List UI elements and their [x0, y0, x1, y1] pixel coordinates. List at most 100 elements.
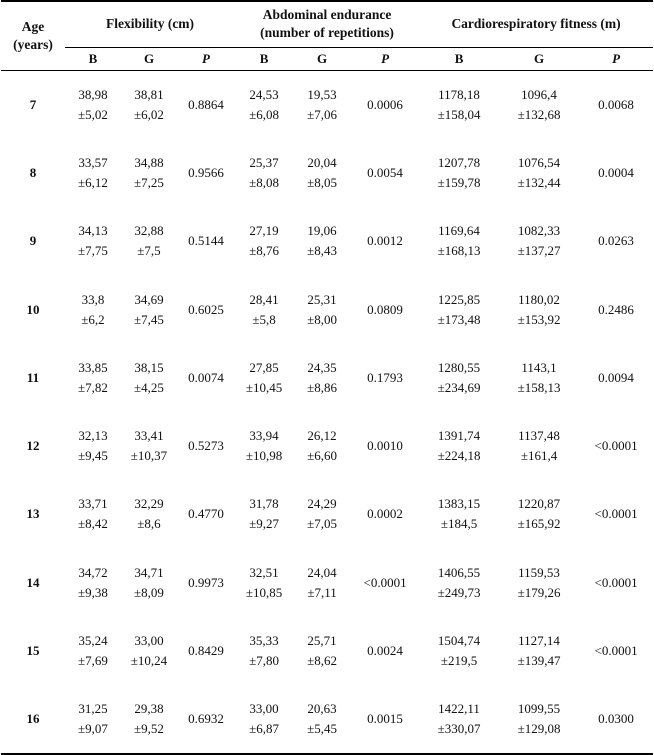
cardio-g-cell: 1143,1 ±158,13 [499, 344, 579, 412]
flex-g-cell-sd: ±7,45 [134, 311, 164, 327]
cardio-b-cell-sd: ±219,5 [440, 653, 478, 669]
abd-p-cell: 0.0024 [367, 643, 403, 659]
flex-p-cell: 0.9566 [188, 164, 224, 180]
abd-g-cell-sd: ±6,60 [307, 448, 337, 464]
flex-b-cell-mean: 38,98 [78, 86, 108, 102]
flex-p-header: P [177, 47, 236, 71]
header-row-groups: Age (years) Flexibility (cm) Abdominal e… [1, 0, 654, 71]
cardio-b-cell-sd: ±168,13 [437, 243, 481, 259]
cardio-p-cell: 0.2486 [598, 301, 634, 317]
abd-b-cell-mean: 35,33 [249, 633, 279, 649]
flex-g-cell-mean: 32,29 [134, 496, 164, 512]
abd-g-cell: 19,53 ±7,06 [293, 70, 351, 139]
abd-g-cell-sd: ±7,06 [307, 106, 337, 122]
cardio-g-cell: 1076,54 ±132,44 [499, 139, 579, 207]
abd-g-cell: 19,06 ±8,43 [293, 207, 351, 275]
abd-g-header: G [293, 47, 352, 71]
abd-g-cell-mean: 19,53 [307, 86, 337, 102]
cardio-b-cell: 1504,74 ±219,5 [419, 617, 499, 685]
cardio-g-cell-mean: 1076,54 [517, 154, 561, 170]
flex-p-cell: 0.9973 [188, 574, 224, 590]
flex-b-cell-mean: 33,57 [78, 154, 108, 170]
abd-p-cell: 0.0012 [367, 233, 403, 249]
table-row: 14 34,72 ±9,38 34,71 ±8,09 0.9973 32,51 ±10,85 2… [1, 549, 653, 617]
age-cell: 15 [26, 643, 40, 659]
cardio-g-cell: 1082,33 ±137,27 [499, 207, 579, 275]
abdominal-subtitle: (number of repetitions) [260, 25, 394, 41]
cardio-g-cell: 1127,14 ±139,47 [499, 617, 579, 685]
age-header: Age (years) [1, 0, 65, 71]
flex-b-cell-sd: ±7,82 [78, 379, 108, 395]
cardio-g-cell: 1137,48 ±161,4 [499, 412, 579, 480]
table-row: 15 35,24 ±7,69 33,00 ±10,24 0.8429 35,33 ±7,80 2… [1, 617, 653, 685]
flex-g-cell: 38,81 ±6,02 [121, 70, 177, 139]
flex-g-cell-mean: 34,71 [134, 564, 164, 580]
age-cell: 9 [29, 233, 37, 249]
cardio-p-cell: <0.0001 [594, 643, 638, 659]
cardio-g-cell-mean: 1082,33 [517, 223, 561, 239]
abd-g-cell-sd: ±8,00 [307, 311, 337, 327]
flex-g-cell-mean: 38,81 [134, 86, 164, 102]
cardio-g-cell: 1220,87 ±165,92 [499, 480, 579, 548]
flex-b-cell-mean: 34,72 [78, 564, 108, 580]
flex-b-cell: 31,25 ±9,07 [65, 685, 121, 755]
cardio-p-header: P [579, 47, 654, 71]
abd-b-cell-mean: 33,00 [249, 701, 279, 717]
abd-b-cell-sd: ±10,85 [245, 584, 283, 600]
cardio-g-cell-sd: ±161,4 [520, 448, 558, 464]
flex-b-cell-mean: 33,71 [78, 496, 108, 512]
flex-b-cell-sd: ±7,69 [78, 653, 108, 669]
flex-b-cell-mean: 33,85 [78, 359, 108, 375]
age-unit-label: (years) [13, 36, 53, 52]
flex-g-cell-mean: 34,69 [134, 291, 164, 307]
cardio-g-cell-sd: ±153,92 [517, 311, 561, 327]
abd-p-cell: 0.0015 [351, 685, 420, 755]
abd-g-cell: 20,04 ±8,05 [293, 139, 351, 207]
flex-g-cell-mean: 34,88 [134, 154, 164, 170]
abd-g-cell-sd: ±8,62 [307, 653, 337, 669]
flex-b-cell: 38,98 ±5,02 [65, 70, 121, 139]
cardio-b-cell: 1406,55 ±249,73 [419, 549, 499, 617]
flex-b-cell-mean: 32,13 [78, 428, 108, 444]
flexibility-header: Flexibility (cm) [65, 0, 236, 48]
cardio-b-cell-sd: ±159,78 [437, 174, 481, 190]
flex-b-cell: 33,57 ±6,12 [65, 139, 121, 207]
flex-p-cell: 0.5144 [188, 233, 224, 249]
abd-g-cell-mean: 24,29 [307, 496, 337, 512]
flex-g-cell-sd: ±8,6 [137, 516, 161, 532]
cardio-g-cell: 1159,53 ±179,26 [499, 549, 579, 617]
age-cell: 12 [26, 438, 40, 454]
flex-p-cell: 0.4770 [188, 506, 224, 522]
abd-b-cell-sd: ±9,27 [249, 516, 279, 532]
header-row-sub: B G P B G P B G P [1, 47, 654, 71]
cardio-b-cell: 1391,74 ±224,18 [419, 412, 499, 480]
cardio-g-cell-mean: 1127,14 [518, 633, 560, 649]
abd-b-cell-mean: 25,37 [249, 154, 279, 170]
abd-b-cell-sd: ±6,87 [249, 721, 279, 737]
flex-p-cell: 0.8429 [188, 643, 224, 659]
flex-g-cell-sd: ±4,25 [134, 379, 164, 395]
flex-g-cell-sd: ±7,25 [134, 174, 164, 190]
abd-b-cell: 33,94 ±10,98 [235, 412, 293, 480]
cardio-b-cell-mean: 1169,64 [438, 223, 480, 239]
flex-g-cell-sd: ±6,02 [134, 106, 164, 122]
table-row: 12 32,13 ±9,45 33,41 ±10,37 0.5273 33,94 ±10,98… [1, 412, 653, 480]
cardio-p-cell: 0.0004 [598, 164, 634, 180]
abd-b-cell-sd: ±6,08 [249, 106, 279, 122]
abd-g-cell-mean: 24,04 [307, 564, 337, 580]
cardio-g-cell-sd: ±132,68 [517, 106, 561, 122]
flex-b-cell-sd: ±9,45 [78, 448, 108, 464]
flex-g-cell-mean: 33,41 [134, 428, 164, 444]
cardio-b-cell: 1169,64 ±168,13 [419, 207, 499, 275]
abd-p-cell: 0.0006 [367, 96, 403, 112]
abd-b-cell-mean: 27,19 [249, 223, 279, 239]
flex-g-cell: 32,88 ±7,5 [121, 207, 177, 275]
flex-g-cell-sd: ±9,52 [134, 721, 164, 737]
cardio-b-cell: 1178,18 ±158,04 [419, 70, 499, 139]
flex-g-cell: 32,29 ±8,6 [121, 480, 177, 548]
cardio-g-cell-mean: 1159,53 [518, 564, 560, 580]
abd-g-cell-mean: 19,06 [307, 223, 337, 239]
flex-g-cell-sd: ±8,09 [134, 584, 164, 600]
cardio-b-cell-sd: ±224,18 [437, 448, 481, 464]
